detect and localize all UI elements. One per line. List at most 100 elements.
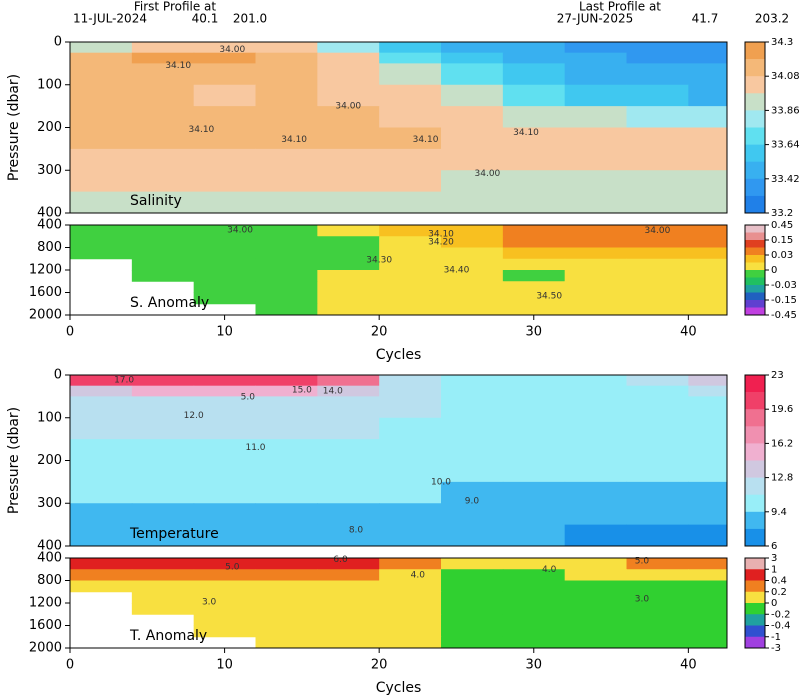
contour-label: 10.0 (431, 477, 451, 487)
colorbar-band (745, 300, 765, 308)
cell (193, 258, 257, 271)
cell (317, 127, 380, 150)
cell (502, 396, 566, 419)
cell (255, 191, 318, 214)
cell (441, 636, 504, 649)
cell (441, 375, 504, 387)
cell (317, 281, 380, 293)
cell (564, 42, 628, 54)
colorbar-label: 19.6 (771, 404, 793, 415)
y-tick-label: 400 (37, 218, 62, 233)
cell (626, 569, 689, 581)
cell (502, 569, 566, 581)
cell (688, 84, 728, 107)
cell (441, 417, 504, 440)
heatmap-cells (70, 375, 728, 547)
cell (688, 580, 728, 593)
colorbar-band (745, 409, 765, 427)
colorbar-band (745, 285, 765, 293)
contour-label: 34.10 (189, 125, 215, 135)
cell (255, 247, 318, 260)
cell (379, 148, 442, 171)
cell (441, 385, 504, 397)
cell (255, 569, 318, 581)
cell (441, 148, 504, 171)
cell (688, 127, 728, 150)
cell (379, 569, 442, 581)
cell (441, 569, 504, 581)
cell (131, 580, 195, 593)
cell (317, 247, 380, 260)
cell (379, 558, 442, 570)
cell (379, 225, 442, 237)
cell (70, 191, 133, 214)
cell (255, 503, 318, 526)
cell (502, 225, 566, 237)
cell (441, 42, 504, 54)
cell (379, 303, 442, 316)
colorbar-band (745, 591, 765, 604)
cell (379, 439, 442, 461)
colorbar-band (745, 460, 765, 478)
colorbar-label: -1 (771, 632, 781, 643)
cell (131, 225, 195, 237)
cell (626, 148, 689, 171)
colorbar-label: 33.42 (771, 174, 800, 185)
y-tick-label: 100 (37, 77, 62, 92)
contour-label: 34.10 (413, 135, 439, 145)
cell (317, 614, 380, 626)
cell (255, 52, 318, 64)
contour-label: 34.00 (219, 45, 245, 55)
colorbar-label: 0.2 (771, 587, 787, 598)
cell (131, 170, 195, 193)
cell (688, 625, 728, 638)
cell (626, 63, 689, 86)
cell (626, 481, 689, 504)
cell (193, 460, 257, 483)
colorbar-band (745, 225, 765, 233)
cell (626, 614, 689, 626)
cell (502, 580, 566, 593)
contour-label: 14.0 (323, 387, 343, 397)
cell (564, 569, 628, 581)
cell (626, 603, 689, 615)
contour-label: 3.0 (635, 595, 650, 605)
cell (317, 591, 380, 604)
cell (688, 417, 728, 440)
cell (502, 247, 566, 260)
colorbar-label: 0 (771, 265, 777, 276)
cell (626, 303, 689, 316)
cell (193, 42, 257, 54)
cell (131, 375, 195, 387)
colorbar-label: 1 (771, 564, 777, 575)
cell (502, 524, 566, 547)
cell (131, 460, 195, 483)
cell (255, 396, 318, 419)
cell (70, 481, 133, 504)
cell (255, 439, 318, 461)
cell (688, 281, 728, 293)
y-tick-label: 0 (54, 35, 62, 50)
cell (70, 84, 133, 107)
cell (626, 417, 689, 440)
cell (70, 375, 133, 387)
colorbar-label: -0.2 (771, 609, 791, 620)
colorbar-band (745, 277, 765, 286)
cell (564, 396, 628, 419)
cell (564, 191, 628, 214)
cell (193, 191, 257, 214)
contour-label: 8.0 (349, 525, 364, 535)
colorbar-label: 23 (771, 370, 784, 381)
cell (441, 191, 504, 214)
contour-label: 3.0 (202, 597, 217, 607)
cell (193, 396, 257, 419)
cell (317, 481, 380, 504)
cell (688, 148, 728, 171)
cell (502, 417, 566, 440)
cell (255, 258, 318, 271)
cell (317, 292, 380, 305)
colorbar-label: 6 (771, 541, 777, 552)
x-tick-label: 10 (216, 325, 233, 340)
contour-label: 11.0 (245, 443, 265, 453)
